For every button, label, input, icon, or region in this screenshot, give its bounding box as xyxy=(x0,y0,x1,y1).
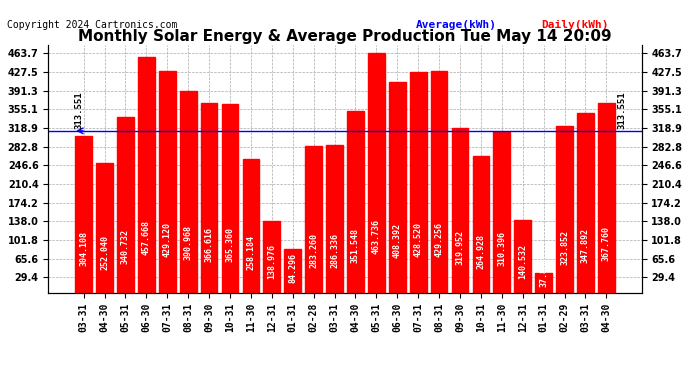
Bar xyxy=(431,71,447,292)
Text: 347.892: 347.892 xyxy=(581,228,590,263)
Text: 319.952: 319.952 xyxy=(455,230,464,265)
Bar xyxy=(535,273,552,292)
Bar xyxy=(598,103,615,292)
Text: 457.668: 457.668 xyxy=(142,219,151,255)
Bar xyxy=(556,126,573,292)
Text: 428.520: 428.520 xyxy=(414,222,423,257)
Text: 310.396: 310.396 xyxy=(497,231,506,266)
Bar xyxy=(493,132,510,292)
Text: 258.184: 258.184 xyxy=(246,235,255,270)
Bar xyxy=(75,136,92,292)
Bar xyxy=(473,156,489,292)
Text: 313.551: 313.551 xyxy=(618,92,627,129)
Text: 264.928: 264.928 xyxy=(476,234,485,269)
Bar xyxy=(326,145,343,292)
Bar xyxy=(410,72,426,292)
Bar xyxy=(221,104,238,292)
Title: Monthly Solar Energy & Average Production Tue May 14 20:09: Monthly Solar Energy & Average Productio… xyxy=(78,29,612,44)
Text: 84.296: 84.296 xyxy=(288,254,297,284)
Text: 365.360: 365.360 xyxy=(226,226,235,262)
Text: 340.732: 340.732 xyxy=(121,229,130,264)
Bar xyxy=(96,162,113,292)
Bar xyxy=(284,249,301,292)
Bar xyxy=(514,220,531,292)
Text: 408.392: 408.392 xyxy=(393,224,402,258)
Bar xyxy=(117,117,134,292)
Text: 429.256: 429.256 xyxy=(435,222,444,257)
Text: 367.760: 367.760 xyxy=(602,226,611,261)
Text: 37.888: 37.888 xyxy=(539,257,548,287)
Bar xyxy=(159,71,176,292)
Bar xyxy=(305,147,322,292)
Bar xyxy=(264,221,280,292)
Text: 429.120: 429.120 xyxy=(163,222,172,257)
Bar xyxy=(347,111,364,292)
Bar xyxy=(243,159,259,292)
Bar xyxy=(389,82,406,292)
Text: 323.852: 323.852 xyxy=(560,230,569,265)
Text: Average(kWh): Average(kWh) xyxy=(416,20,497,30)
Bar xyxy=(180,91,197,292)
Text: 283.260: 283.260 xyxy=(309,233,318,268)
Text: Daily(kWh): Daily(kWh) xyxy=(541,20,609,30)
Text: 351.548: 351.548 xyxy=(351,228,360,263)
Bar xyxy=(201,104,217,292)
Bar xyxy=(368,53,385,292)
Text: 463.736: 463.736 xyxy=(372,219,381,254)
Text: 138.976: 138.976 xyxy=(267,244,276,279)
Bar xyxy=(452,128,469,292)
Text: 390.968: 390.968 xyxy=(184,225,193,260)
Text: Copyright 2024 Cartronics.com: Copyright 2024 Cartronics.com xyxy=(7,20,177,30)
Text: 313.551: 313.551 xyxy=(75,92,83,129)
Bar xyxy=(577,113,594,292)
Text: 286.336: 286.336 xyxy=(330,233,339,268)
Text: 252.040: 252.040 xyxy=(100,236,109,270)
Bar xyxy=(138,57,155,292)
Text: 366.616: 366.616 xyxy=(205,226,214,262)
Text: 304.108: 304.108 xyxy=(79,231,88,266)
Text: 140.532: 140.532 xyxy=(518,244,527,279)
